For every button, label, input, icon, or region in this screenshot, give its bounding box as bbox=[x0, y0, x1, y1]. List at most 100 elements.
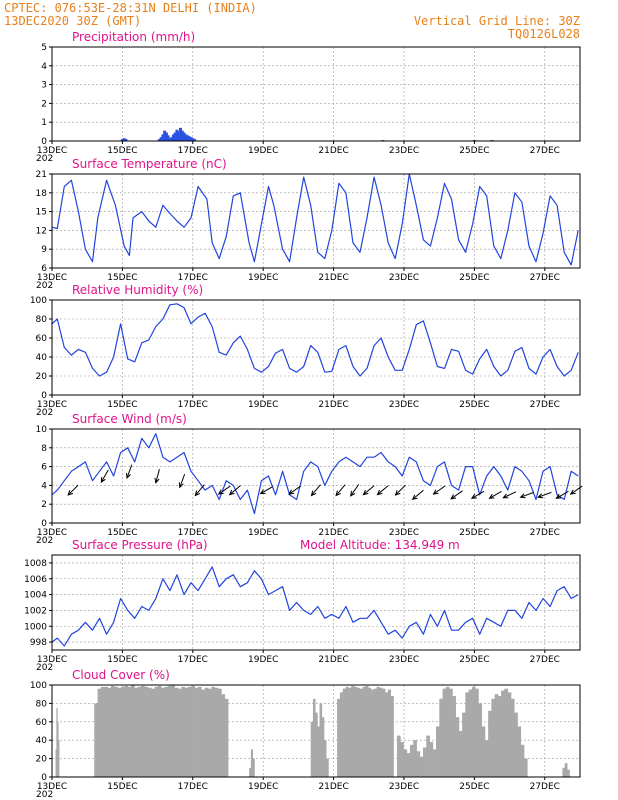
temperature-xtick-label: 21DEC bbox=[318, 273, 348, 283]
cloud-bar bbox=[373, 688, 377, 777]
cloud-bar bbox=[191, 685, 195, 777]
cloud-bar bbox=[131, 685, 135, 777]
humidity-ytick-label: 80 bbox=[36, 315, 48, 325]
cloud-bar bbox=[100, 686, 105, 777]
cloud-bar bbox=[181, 686, 185, 777]
humidity-line bbox=[51, 303, 579, 377]
precip-bar bbox=[163, 130, 167, 141]
cloud-bar bbox=[471, 686, 476, 777]
wind-arrow-head bbox=[178, 482, 184, 489]
cloud-cover-ytick-label: 60 bbox=[36, 718, 48, 728]
cloud-bar bbox=[439, 698, 443, 777]
cloud-bar bbox=[217, 688, 222, 777]
temperature-ytick-label: 15 bbox=[36, 208, 47, 218]
wind-arrow bbox=[288, 485, 301, 495]
wind-arrow bbox=[377, 485, 389, 495]
wind-arrow-head bbox=[450, 494, 457, 500]
pressure-xtick-label: 15DEC bbox=[107, 655, 137, 665]
cloud-bar bbox=[187, 686, 192, 777]
precipitation-xtick-label: 27DEC bbox=[530, 146, 560, 156]
cloud-bar bbox=[177, 688, 182, 777]
humidity-year-fragment: 202 bbox=[36, 408, 53, 418]
precip-bar bbox=[187, 136, 191, 141]
cloud-cover-ytick-label: 40 bbox=[36, 736, 48, 746]
cloud-bar bbox=[504, 688, 509, 777]
cloud-bar bbox=[520, 744, 525, 777]
pressure-xtick-label: 27DEC bbox=[530, 655, 560, 665]
wind-arrow-head bbox=[555, 493, 562, 499]
precip-bar bbox=[182, 132, 186, 141]
wind-arrow bbox=[350, 484, 360, 497]
cloud-bar bbox=[214, 687, 219, 777]
wind-arrow bbox=[471, 490, 485, 499]
cloud-bar bbox=[507, 692, 512, 777]
cloud-bar bbox=[379, 687, 383, 777]
precip-bar bbox=[186, 135, 190, 141]
humidity-ytick-label: 60 bbox=[36, 334, 48, 344]
cloud-bar bbox=[154, 686, 159, 777]
cloud-bar bbox=[250, 749, 254, 777]
temperature-ytick-label: 18 bbox=[36, 189, 48, 199]
cloud-bar bbox=[348, 687, 352, 777]
precip-bar bbox=[191, 138, 195, 141]
cloud-bar bbox=[319, 703, 323, 777]
cloud-bar bbox=[134, 687, 139, 777]
cloud-bar bbox=[117, 687, 122, 777]
cloud-bar bbox=[409, 744, 414, 777]
cloud-bar bbox=[194, 687, 199, 777]
model-id: TQ0126L028 bbox=[508, 27, 580, 41]
cloud-bar bbox=[104, 686, 109, 777]
temperature-year-fragment: 202 bbox=[36, 281, 53, 291]
precipitation-xtick-label: 13DEC bbox=[37, 146, 67, 156]
precipitation-ytick-label: 5 bbox=[41, 43, 47, 53]
wind-arrow-head bbox=[350, 490, 356, 497]
pressure-ytick-label: 998 bbox=[30, 638, 47, 648]
cloud-bar bbox=[310, 721, 314, 777]
cloud-bar bbox=[342, 688, 346, 777]
wind-arrow bbox=[520, 491, 534, 498]
wind-ytick-label: 4 bbox=[41, 481, 47, 491]
cloud-bar bbox=[326, 758, 329, 777]
wind-arrow-head bbox=[259, 489, 266, 495]
humidity-xtick-label: 13DEC bbox=[37, 400, 67, 410]
cloud-bar bbox=[58, 740, 60, 777]
precip-bar bbox=[166, 135, 170, 141]
humidity-xtick-label: 15DEC bbox=[107, 400, 137, 410]
pressure-frame bbox=[51, 554, 581, 651]
wind-arrow bbox=[155, 469, 160, 483]
temperature-xtick-label: 17DEC bbox=[178, 273, 208, 283]
cloud-bar bbox=[315, 712, 318, 777]
cloud-bar bbox=[56, 708, 58, 777]
cloud-bar bbox=[107, 687, 112, 777]
cloud-bar bbox=[201, 689, 205, 777]
temperature-xtick-label: 25DEC bbox=[459, 273, 489, 283]
wind-title: Surface Wind (m/s) bbox=[72, 412, 187, 426]
wind-ytick-label: 0 bbox=[41, 519, 47, 529]
wind-arrow-head bbox=[335, 490, 341, 497]
wind-ytick-label: 6 bbox=[41, 463, 47, 473]
cloud-bar bbox=[356, 687, 361, 777]
cloud-bar bbox=[390, 696, 394, 777]
precip-bar bbox=[122, 138, 126, 141]
wind-arrow-head bbox=[194, 490, 201, 497]
cloud-bar bbox=[124, 685, 129, 777]
cloud-bar bbox=[462, 712, 466, 777]
precip-bar bbox=[124, 139, 128, 141]
humidity-ytick-label: 40 bbox=[36, 353, 48, 363]
cloud-bar bbox=[312, 698, 316, 777]
wind-arrow-head bbox=[362, 489, 369, 496]
pressure-xtick-label: 17DEC bbox=[178, 655, 208, 665]
cloud-cover-ytick-label: 20 bbox=[36, 755, 48, 765]
precipitation-xtick-label: 21DEC bbox=[318, 146, 348, 156]
cloud-bar bbox=[55, 749, 57, 777]
cloud-cover-xtick-label: 13DEC bbox=[37, 782, 67, 792]
precip-bar bbox=[168, 138, 172, 141]
cloud-bar bbox=[523, 758, 528, 777]
cloud-cover-xtick-label: 15DEC bbox=[107, 782, 137, 792]
humidity-frame bbox=[51, 299, 581, 396]
wind-line bbox=[51, 433, 579, 515]
cloud-bar bbox=[351, 685, 355, 777]
cloud-bar bbox=[147, 687, 152, 777]
wind-ytick-label: 10 bbox=[36, 425, 48, 435]
